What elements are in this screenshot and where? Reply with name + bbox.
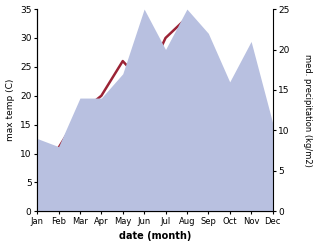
Y-axis label: med. precipitation (kg/m2): med. precipitation (kg/m2) — [303, 54, 313, 167]
X-axis label: date (month): date (month) — [119, 231, 191, 242]
Y-axis label: max temp (C): max temp (C) — [5, 79, 15, 141]
